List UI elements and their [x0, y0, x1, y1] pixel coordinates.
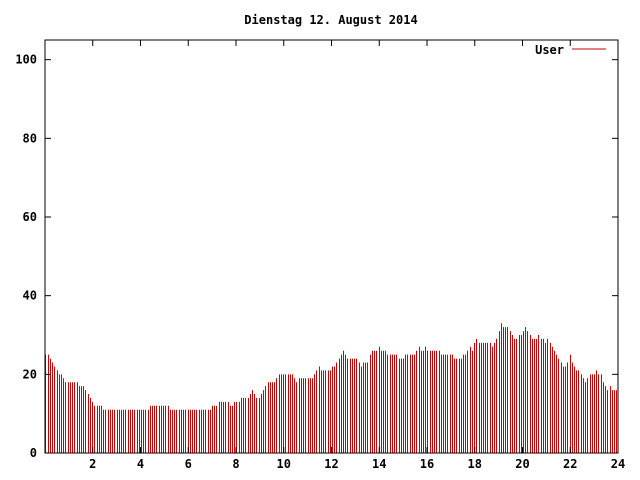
y-tick-label: 40: [23, 289, 37, 303]
x-tick-label: 10: [277, 457, 291, 471]
x-tick-label: 6: [185, 457, 192, 471]
x-tick-label: 16: [420, 457, 434, 471]
x-tick-label: 18: [468, 457, 482, 471]
y-tick-label: 100: [15, 53, 37, 67]
y-tick-label: 20: [23, 367, 37, 381]
y-tick-label: 60: [23, 210, 37, 224]
bar-series-user: [45, 323, 617, 453]
y-axis: 0 20 40 60 80 100: [15, 53, 618, 460]
legend: User: [535, 43, 606, 57]
x-tick-label: 14: [372, 457, 386, 471]
x-tick-label: 8: [232, 457, 239, 471]
x-tick-label: 12: [324, 457, 338, 471]
x-tick-label: 20: [515, 457, 529, 471]
x-axis: 2 4 6 8 10 12 14 16 18 20 22 24: [89, 40, 625, 471]
chart-title: Dienstag 12. August 2014: [244, 13, 417, 27]
x-tick-label: 22: [563, 457, 577, 471]
y-tick-label: 0: [30, 446, 37, 460]
x-tick-label: 4: [137, 457, 144, 471]
legend-label-user: User: [535, 43, 564, 57]
x-tick-label: 24: [611, 457, 625, 471]
x-tick-label: 2: [89, 457, 96, 471]
y-tick-label: 80: [23, 131, 37, 145]
